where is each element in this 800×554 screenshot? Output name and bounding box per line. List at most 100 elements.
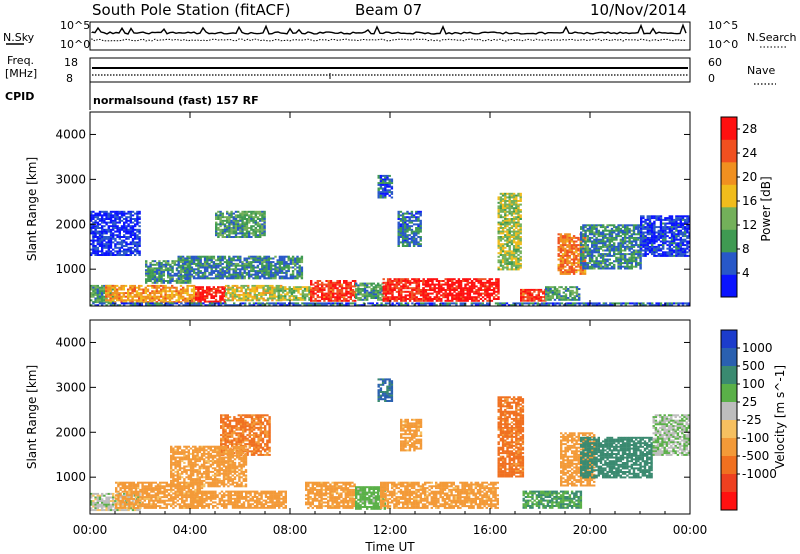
heatmap-cell-power-4	[275, 299, 278, 302]
heatmap-cell-power-13	[406, 225, 409, 228]
heatmap-cell-power-8	[343, 280, 346, 282]
heatmap-cell-power-14	[506, 230, 509, 233]
heatmap-cell-power-3	[214, 289, 218, 292]
heatmap-cell-power-20	[116, 227, 119, 229]
heatmap-cell-power-20	[118, 210, 121, 213]
heatmap-cell-power-11	[495, 285, 498, 288]
heatmap-cell-power-12	[379, 187, 383, 190]
heatmap-cell-power-1	[186, 293, 189, 296]
heatmap-cell-power-13	[410, 225, 414, 228]
heatmap-cell-power-14	[499, 200, 503, 202]
heatmap-cell-power-18	[630, 262, 633, 265]
heatmap-cell-power-5	[241, 219, 244, 222]
heatmap-cell-power-10	[413, 294, 416, 297]
heatmap-cell-power-11	[422, 290, 425, 293]
heatmap-cell-power-7	[295, 295, 298, 298]
heatmap-cell-power-13	[419, 243, 422, 246]
heatmap-cell-power-6	[239, 257, 242, 260]
heatmap-cell-power-20	[103, 232, 106, 235]
heatmap-cell-power-6	[296, 259, 299, 262]
heatmap-cell-power-6	[267, 271, 271, 274]
heatmap-cell-power-1	[151, 299, 154, 302]
heatmap-cell-power-6	[252, 268, 255, 271]
heatmap-cell-power-14	[504, 225, 507, 228]
heatmap-cell-power-8	[327, 289, 330, 291]
heatmap-cell-power-9	[379, 297, 382, 299]
heatmap-cell-power-19	[662, 235, 665, 238]
heatmap-cell-power-9	[372, 293, 375, 296]
heatmap-cell-power-18	[615, 226, 618, 229]
heatmap-cell-power-10	[400, 285, 403, 288]
heatmap-cell-power-17	[561, 262, 565, 265]
heatmap-cell-power-8	[343, 287, 346, 290]
heatmap-cell-power-19	[646, 238, 649, 241]
heatmap-cell-power-20	[120, 214, 124, 217]
heatmap-cell-power-5	[219, 219, 222, 222]
heatmap-cell-power-4	[258, 297, 261, 300]
heatmap-cell-power-17	[568, 262, 571, 265]
heatmap-cell-power-8	[343, 281, 346, 284]
heatmap-cell-power-12	[381, 178, 385, 181]
heatmap-cell-power-13	[415, 219, 418, 222]
heatmap-cell-power-6	[179, 273, 183, 276]
heatmap-cell-power-5	[256, 236, 260, 238]
heatmap-cell-power-6	[203, 268, 207, 271]
heatmap-cell-power-4	[249, 299, 252, 302]
heatmap-cell-power-18	[586, 235, 589, 238]
heatmap-cell-power-5	[221, 223, 224, 226]
heatmap-cell-power-13	[408, 234, 411, 237]
heatmap-cell-power-13	[401, 241, 405, 244]
heatmap-cell-power-5	[221, 230, 224, 233]
heatmap-cell-power-10	[404, 281, 407, 284]
heatmap-cell-power-14	[517, 192, 520, 195]
heatmap-cell-power-1	[157, 295, 161, 298]
heatmap-cell-power-3	[206, 293, 209, 296]
heatmap-cell-power-4	[260, 295, 263, 298]
heatmap-cell-power-20	[101, 237, 104, 240]
heatmap-cell-power-18	[621, 224, 625, 227]
heatmap-cell-power-1	[171, 301, 174, 304]
heatmap-cell-power-18	[586, 254, 589, 257]
heatmap-cell-power-12	[379, 196, 383, 199]
heatmap-cell-power-14	[519, 263, 522, 265]
heatmap-cell-power-13	[415, 234, 418, 237]
heatmap-cell-power-11	[473, 281, 476, 284]
heatmap-cell-power-6	[256, 275, 260, 278]
heatmap-cell-power-11	[455, 299, 458, 302]
heatmap-cell-power-18	[628, 229, 631, 232]
heatmap-cell-power-6	[219, 270, 222, 273]
heatmap-cell-power-11	[477, 278, 480, 281]
heatmap-cell-power-14	[519, 194, 522, 197]
heatmap-cell-power-19	[675, 253, 678, 256]
heatmap-cell-power-20	[96, 225, 99, 228]
heatmap-cell-power-19	[657, 217, 660, 220]
heatmap-cell-power-20	[118, 221, 121, 224]
heatmap-cell-power-6	[195, 255, 198, 258]
heatmap-cell-power-9	[357, 289, 360, 292]
heatmap-cell-power-19	[688, 249, 690, 252]
heatmap-cell-power-19	[642, 215, 645, 218]
heatmap-cell-power-14	[506, 268, 509, 271]
heatmap-cell-power-11	[479, 294, 483, 297]
heatmap-cell-power-18	[619, 251, 622, 254]
heatmap-cell-power-8	[318, 296, 322, 299]
heatmap-cell-power-2	[149, 272, 152, 275]
heatmap-cell-power-14	[497, 255, 500, 258]
heatmap-cell-power-10	[417, 292, 421, 295]
heatmap-cell-power-3	[206, 286, 209, 289]
heatmap-cell-power-10	[391, 281, 394, 284]
heatmap-cell-power-18	[602, 244, 605, 247]
heatmap-cell-power-2	[147, 272, 150, 275]
heatmap-cell-power-20	[98, 218, 102, 220]
heatmap-cell-power-18	[628, 265, 631, 268]
heatmap-cell-power-13	[404, 221, 407, 224]
heatmap-cell-power-1	[171, 284, 174, 287]
heatmap-cell-power-9	[377, 297, 380, 299]
heatmap-cell-power-20	[120, 212, 124, 215]
heatmap-cell-power-6	[201, 262, 205, 265]
heatmap-cell-power-7	[292, 289, 296, 292]
heatmap-cell-power-20	[101, 248, 104, 251]
heatmap-cell-power-20	[112, 248, 115, 251]
heatmap-cell-power-20	[105, 254, 108, 256]
heatmap-cell-power-17	[568, 244, 571, 247]
